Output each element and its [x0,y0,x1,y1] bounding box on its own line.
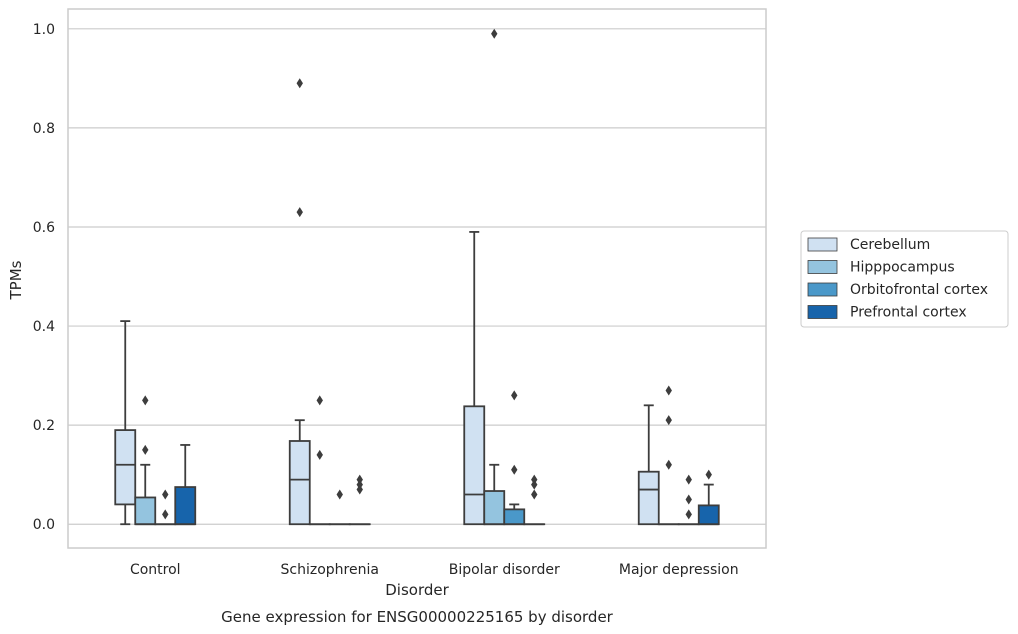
box-series [114,28,720,526]
outlier-point [162,509,169,520]
outlier-point [316,449,323,460]
legend-swatch [807,237,838,252]
y-axis-ticks: 0.0 0.2 0.4 0.6 0.8 1.0 [33,22,55,533]
box-cerebellum [114,320,137,526]
box-body [637,470,660,526]
x-axis-title: Disorder [385,581,449,599]
y-tick-label: 0.2 [33,418,55,434]
box-body [503,508,526,526]
legend-frame [800,230,1009,328]
box-body [288,440,311,526]
box-body [463,405,486,526]
outlier-point [511,390,518,401]
x-tick-label: Schizophrenia [281,562,379,578]
box-cerebellum [288,78,311,526]
outlier-point [665,415,672,426]
box-body [114,429,137,506]
y-axis-title: TPMs [7,260,25,300]
outlier-point [665,459,672,470]
legend-label: Prefrontal cortex [850,305,967,321]
box-hipppocampus [657,385,680,526]
box-prefrontal-cortex [697,469,720,526]
box-hipppocampus [134,395,157,526]
box-hipppocampus [308,395,331,526]
legend-swatch [807,260,838,274]
legend-label: Cerebellum [850,237,930,253]
box-body [174,486,197,526]
box-orbitofrontal-cortex [503,390,526,526]
legend-label: Orbitofrontal cortex [850,282,988,298]
x-axis-ticks: Control Schizophrenia Bipolar disorder Majo… [130,562,739,578]
box-cerebellum [637,404,660,526]
x-tick-label: Major depression [619,562,739,578]
legend-swatch [807,305,838,319]
box-hipppocampus [483,28,506,526]
box-cerebellum [463,231,486,526]
outlier-point [531,474,538,485]
outlier-point [511,464,518,475]
outlier-point [685,474,692,485]
box-orbitofrontal-cortex [677,474,700,526]
outlier-point [705,469,712,480]
gridlines [68,28,766,525]
y-tick-label: 0.8 [33,121,55,137]
legend-swatch [807,282,838,297]
outlier-point [356,474,363,485]
box-body [134,496,157,526]
y-tick-label: 1.0 [33,22,55,38]
outlier-point [336,489,343,500]
legend-label: Hipppocampus [850,260,955,276]
box-body [483,490,506,526]
plot-area-frame [67,8,767,549]
y-tick-label: 0.4 [33,319,55,335]
outlier-point [531,489,538,500]
y-tick-label: 0.0 [33,517,55,533]
legend: Cerebellum Hipppocampus Orbitofrontal cort… [800,230,1009,328]
y-tick-label: 0.6 [33,220,55,236]
outlier-point [491,28,498,39]
box-body [697,504,720,526]
outlier-point [162,489,169,500]
outlier-point [296,207,303,218]
outlier-point [142,444,149,455]
box-prefrontal-cortex [348,474,371,526]
chart-caption: Gene expression for ENSG00000225165 by d… [221,608,614,626]
x-tick-label: Bipolar disorder [449,562,560,578]
outlier-point [142,395,149,406]
outlier-point [316,395,323,406]
box-orbitofrontal-cortex [328,489,351,526]
outlier-point [665,385,672,396]
outlier-point [685,494,692,505]
box-prefrontal-cortex [523,474,546,526]
x-tick-label: Control [130,562,181,578]
outlier-point [685,509,692,520]
box-orbitofrontal-cortex [154,489,177,526]
outlier-point [296,78,303,89]
box-prefrontal-cortex [174,444,197,526]
